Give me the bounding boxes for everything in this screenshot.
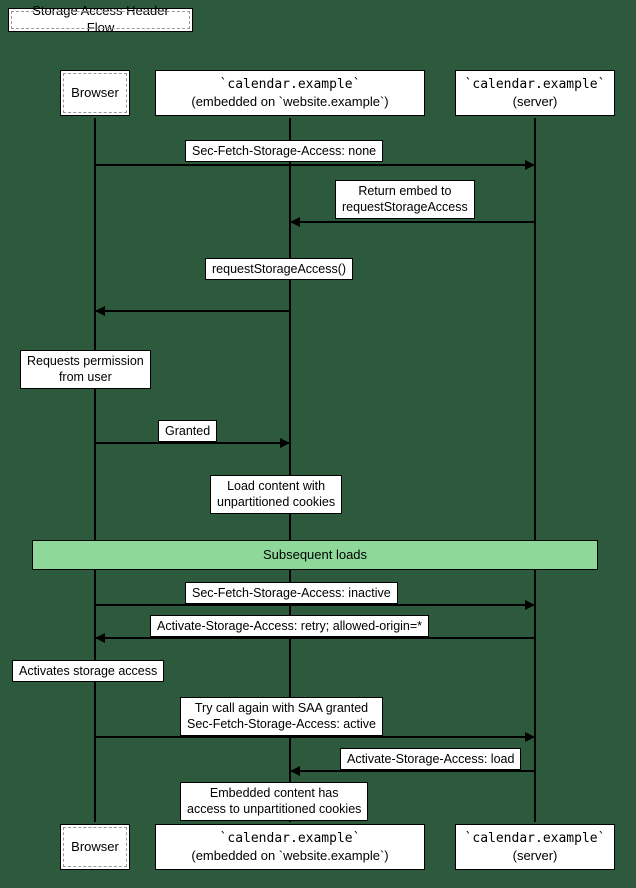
actor-server-bottom: `calendar.example` (server) — [455, 824, 615, 870]
actor-server-line2-bottom: (server) — [513, 848, 558, 863]
label-m10: Try call again with SAA granted Sec-Fetc… — [180, 697, 383, 736]
divider-subsequent: Subsequent loads — [32, 540, 598, 570]
label-m5: Granted — [158, 420, 217, 442]
actor-embed-line2-bottom: (embedded on `website.example`) — [191, 848, 388, 863]
label-m7: Sec-Fetch-Storage-Access: inactive — [185, 582, 398, 604]
actor-embed-top: `calendar.example` (embedded on `website… — [155, 70, 425, 116]
actor-browser-bottom: Browser — [60, 824, 130, 870]
lifeline-server — [534, 118, 536, 822]
actor-server-line2: (server) — [513, 94, 558, 109]
arrowhead-m11 — [290, 766, 300, 776]
actor-server-top: `calendar.example` (server) — [455, 70, 615, 116]
arrowhead-m2 — [290, 217, 300, 227]
actor-browser-label: Browser — [71, 85, 119, 102]
arrow-m11 — [290, 770, 535, 772]
arrowhead-m7 — [525, 600, 535, 610]
arrowhead-m8 — [95, 633, 105, 643]
label-m1: Sec-Fetch-Storage-Access: none — [185, 140, 383, 162]
arrow-m7 — [95, 604, 535, 606]
arrowhead-m10 — [525, 732, 535, 742]
arrow-m2 — [290, 221, 535, 223]
label-m8: Activate-Storage-Access: retry; allowed-… — [150, 615, 429, 637]
label-m3: requestStorageAccess() — [205, 258, 353, 280]
actor-embed-line2: (embedded on `website.example`) — [191, 94, 388, 109]
actor-server-line1-bottom: `calendar.example` — [465, 831, 606, 846]
arrowhead-m1 — [525, 160, 535, 170]
arrow-m1 — [95, 164, 535, 166]
arrowhead-m3 — [95, 306, 105, 316]
title-text: Storage Access Header Flow — [17, 3, 184, 37]
label-m6: Load content with unpartitioned cookies — [210, 475, 342, 514]
arrow-m10 — [95, 736, 535, 738]
arrow-m8 — [95, 637, 535, 639]
actor-browser-top: Browser — [60, 70, 130, 116]
actor-embed-line1: `calendar.example` — [220, 77, 361, 92]
arrow-m5 — [95, 442, 290, 444]
diagram-title: Storage Access Header Flow — [8, 8, 193, 32]
actor-server-line1: `calendar.example` — [465, 77, 606, 92]
arrow-m3 — [95, 310, 290, 312]
actor-browser-label-bottom: Browser — [71, 839, 119, 856]
arrowhead-m5 — [280, 438, 290, 448]
label-m2: Return embed to requestStorageAccess — [335, 180, 475, 219]
actor-embed-bottom: `calendar.example` (embedded on `website… — [155, 824, 425, 870]
label-m4: Requests permission from user — [20, 350, 151, 389]
label-m9: Activates storage access — [12, 660, 164, 682]
label-m12: Embedded content has access to unpartiti… — [180, 782, 368, 821]
label-m11: Activate-Storage-Access: load — [340, 748, 521, 770]
lifeline-browser — [94, 118, 96, 822]
actor-embed-line1-bottom: `calendar.example` — [220, 831, 361, 846]
